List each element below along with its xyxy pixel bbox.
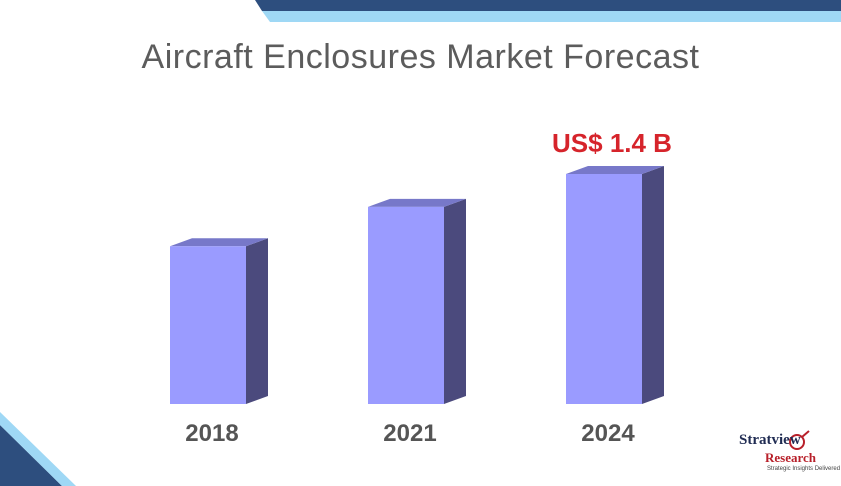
- bar-side-2018: [246, 238, 268, 404]
- data-label-2024: US$ 1.4 B: [552, 128, 672, 158]
- bar-2021: [368, 206, 444, 404]
- stratview-logo: Stratview Research Strategic Insights De…: [735, 428, 840, 480]
- top-stripe-dark: [255, 0, 841, 11]
- bar-top-2021: [368, 198, 466, 207]
- bar-2024: [566, 174, 642, 404]
- bar-side-2024: [642, 166, 664, 404]
- bottom-stripe-light: [0, 412, 76, 486]
- bar-2018: [170, 246, 246, 404]
- logo-sub: Research: [765, 450, 817, 465]
- bar-side-2021: [444, 198, 466, 404]
- logo-mark-icon: [789, 430, 810, 450]
- tick-label-2021: 2021: [383, 420, 436, 447]
- top-stripe-light: [262, 11, 841, 22]
- logo-name: Stratview: [739, 432, 801, 448]
- bars-layer: 2018 2021 2024 US$ 1.4 B: [170, 128, 672, 447]
- bar-top-2018: [170, 238, 268, 247]
- tick-label-2024: 2024: [581, 420, 635, 447]
- bar-top-2024: [566, 166, 664, 174]
- chart-title: Aircraft Enclosures Market Forecast: [141, 38, 700, 76]
- logo-tagline: Strategic Insights Delivered: [767, 466, 841, 472]
- tick-label-2018: 2018: [185, 420, 238, 447]
